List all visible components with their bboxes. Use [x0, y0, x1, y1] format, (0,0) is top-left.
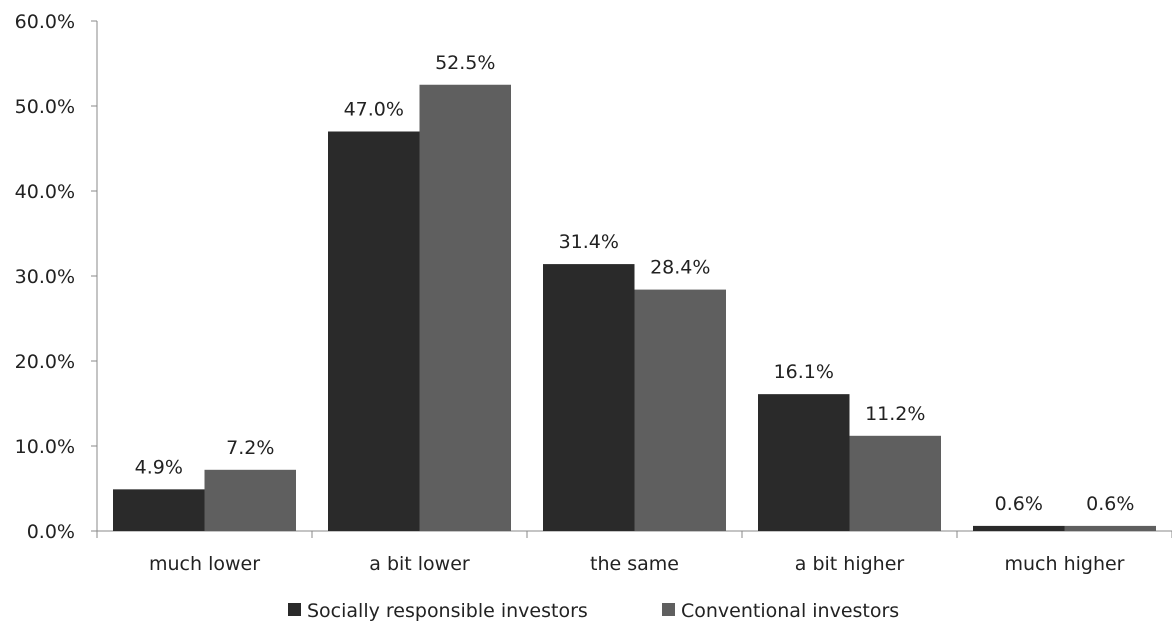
bar	[1064, 525, 1156, 531]
data-label: 4.9%	[135, 456, 183, 478]
legend-swatch	[662, 603, 675, 616]
y-tick-label: 0.0%	[27, 521, 75, 543]
data-labels: 4.9% 47.0% 31.4% 16.1% 0.6% 7.2% 52.5% 28.4% 11.…	[135, 52, 1135, 515]
y-tick-label: 10.0%	[15, 436, 75, 458]
bar	[419, 84, 511, 531]
x-tick-label: a bit higher	[795, 553, 905, 575]
bar	[328, 131, 420, 531]
y-axis: 0.0% 10.0% 20.0% 30.0% 40.0% 50.0% 60.0%	[15, 11, 98, 543]
y-tick-label: 20.0%	[15, 351, 75, 373]
data-label: 11.2%	[865, 403, 925, 425]
bar	[634, 289, 726, 531]
y-tick-label: 40.0%	[15, 181, 75, 203]
bars	[113, 84, 1156, 531]
y-tick-label: 60.0%	[15, 11, 75, 33]
x-tick-label: the same	[590, 553, 679, 575]
legend-label: Conventional investors	[681, 600, 899, 622]
x-tick-label: much lower	[149, 553, 260, 575]
y-tick-label: 50.0%	[15, 96, 75, 118]
legend-swatch	[288, 603, 301, 616]
bar	[543, 264, 635, 531]
bar	[849, 435, 941, 531]
x-axis: much lower a bit lower the same a bit highe…	[96, 530, 1172, 575]
data-label: 0.6%	[995, 493, 1043, 515]
data-label: 7.2%	[226, 437, 274, 459]
data-label: 31.4%	[559, 231, 619, 253]
legend-label: Socially responsible investors	[307, 600, 588, 622]
y-tick-label: 30.0%	[15, 266, 75, 288]
data-label: 47.0%	[344, 99, 404, 121]
bar	[758, 394, 850, 531]
bar	[973, 525, 1065, 531]
data-label: 16.1%	[774, 361, 834, 383]
bar	[204, 469, 296, 531]
data-label: 28.4%	[650, 257, 710, 279]
x-tick-label: a bit lower	[369, 553, 470, 575]
data-label: 0.6%	[1086, 493, 1134, 515]
legend: Socially responsible investors Convention…	[288, 600, 899, 622]
bar	[113, 489, 205, 531]
x-tick-label: much higher	[1004, 553, 1124, 575]
data-label: 52.5%	[435, 52, 495, 74]
